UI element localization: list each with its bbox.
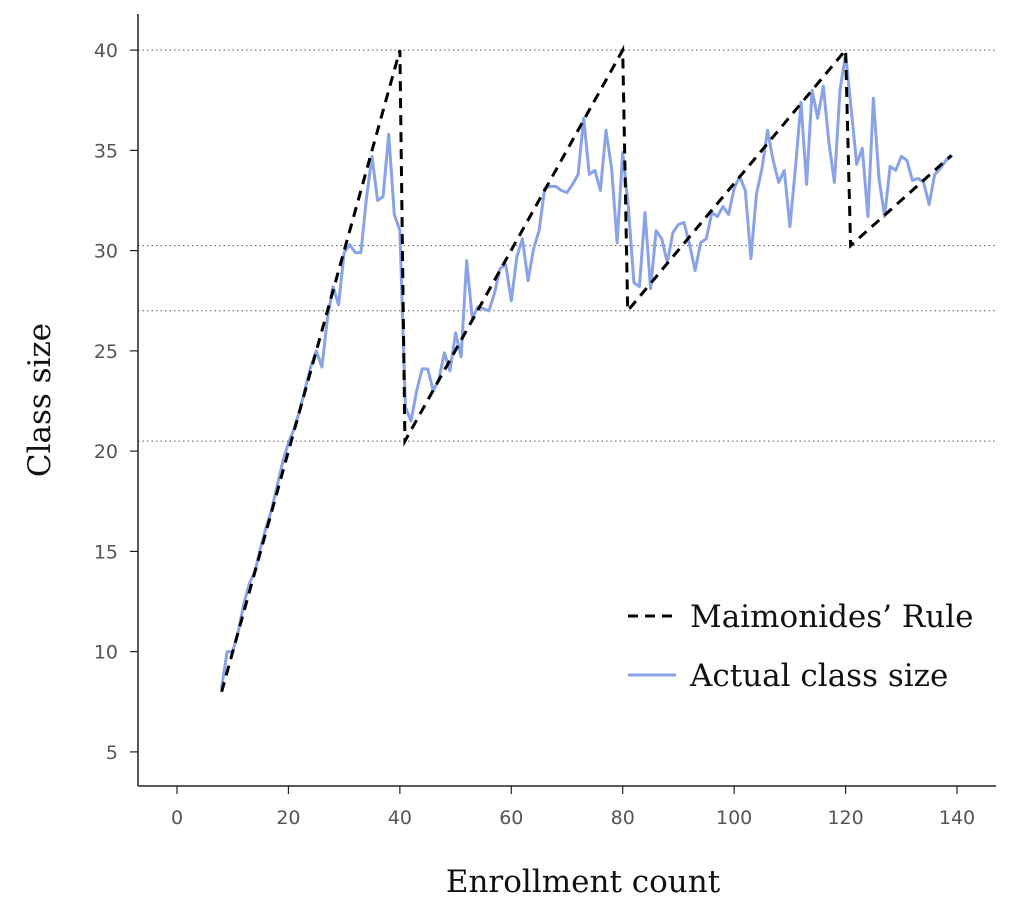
x-tick-label: 60 xyxy=(499,807,523,829)
x-tick-label: 0 xyxy=(171,807,183,829)
x-tick-label: 40 xyxy=(388,807,412,829)
x-tick-label: 120 xyxy=(827,807,863,829)
y-tick-label: 30 xyxy=(94,241,118,263)
series-line-maimonides-rule xyxy=(220,44,953,693)
y-axis-title: Class size xyxy=(22,323,58,477)
y-tick-label: 35 xyxy=(94,140,118,162)
y-tick-label: 10 xyxy=(94,642,118,664)
x-tick-label: 80 xyxy=(611,807,635,829)
x-axis-ticks: 0 20 40 60 80 100 120 140 xyxy=(171,786,975,829)
x-axis-title: Enrollment count xyxy=(446,864,721,900)
legend-label-actual-class-size: Actual class size xyxy=(689,658,948,694)
y-tick-label: 5 xyxy=(106,742,118,764)
y-tick-label: 40 xyxy=(94,40,118,62)
y-tick-label: 20 xyxy=(94,441,118,463)
axes xyxy=(137,14,996,787)
legend-label-maimonides-rule: Maimonides’ Rule xyxy=(690,599,973,635)
series-line-actual-class-size xyxy=(220,52,953,690)
reference-lines xyxy=(138,49,996,442)
y-axis-ticks: 5 10 15 20 25 30 35 40 xyxy=(94,40,138,764)
y-tick-label: 15 xyxy=(94,541,118,563)
legend: Maimonides’ Rule Actual class size xyxy=(628,599,973,694)
x-tick-label: 100 xyxy=(716,807,752,829)
y-tick-label: 25 xyxy=(94,341,118,363)
series-lines xyxy=(220,44,953,693)
x-tick-label: 140 xyxy=(939,807,975,829)
x-tick-label: 20 xyxy=(276,807,300,829)
